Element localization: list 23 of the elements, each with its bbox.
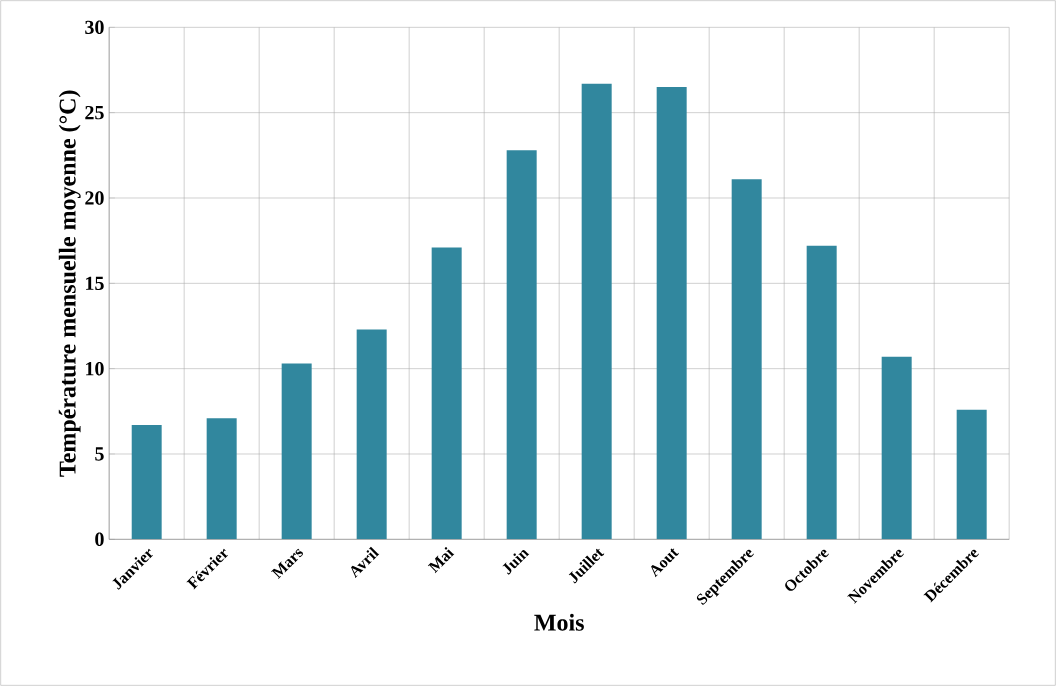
y-tick-label: 30: [85, 20, 104, 35]
bar: [881, 356, 912, 540]
x-tick-label: Juin: [502, 549, 530, 575]
y-axis-title: Température mensuelle moyenne (°C): [58, 90, 81, 477]
y-tick-label: 0: [95, 532, 104, 547]
bar: [206, 418, 237, 540]
x-tick-label: Mai: [427, 547, 455, 574]
bar: [731, 179, 762, 540]
x-axis-title: Mois: [534, 613, 584, 631]
bar: [656, 87, 687, 540]
bar: [806, 245, 837, 540]
y-tick-label: 10: [86, 361, 104, 376]
y-tick-label: 20: [85, 191, 104, 205]
y-tick-label: 25: [85, 105, 104, 120]
bar: [281, 363, 312, 540]
y-tick-label: 15: [86, 276, 104, 291]
bar: [431, 247, 462, 540]
bar: [356, 329, 387, 540]
bar: [956, 409, 987, 540]
bar: [581, 83, 612, 540]
y-tick-label: 5: [95, 447, 104, 461]
bar: [506, 150, 537, 540]
bar: [131, 424, 162, 540]
